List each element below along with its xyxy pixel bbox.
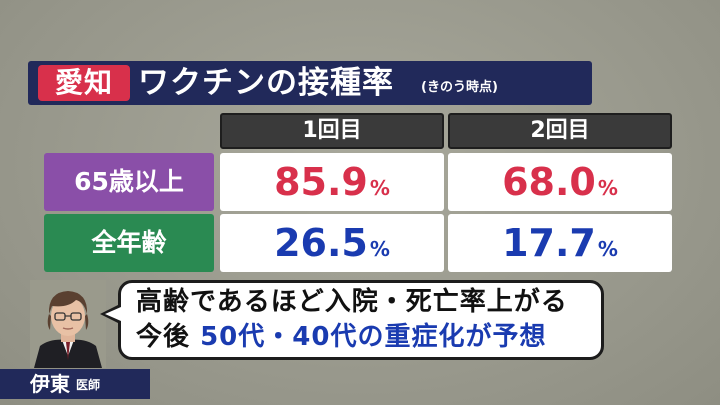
row-header-all-ages: 全年齢 [44, 214, 214, 272]
value: 26.5 [274, 221, 368, 265]
value: 68.0 [502, 160, 596, 204]
row-header-65-plus: 65歳以上 [44, 153, 214, 211]
name-plate [0, 369, 150, 399]
value: 85.9 [274, 160, 368, 204]
unit: % [369, 176, 390, 200]
cell-65-plus-dose2: 68.0% [448, 153, 672, 211]
unit: % [597, 176, 618, 200]
region-badge: 愛知 [38, 65, 130, 101]
speaker-avatar [30, 280, 106, 368]
cell-65-plus-dose1: 85.9% [220, 153, 444, 211]
title-text: ワクチンの接種率 [138, 65, 394, 101]
unit: % [597, 237, 618, 261]
speaker-title: 医師 [76, 378, 101, 392]
speech-bubble-tail-inner [105, 307, 121, 321]
value: 17.7 [502, 221, 596, 265]
column-header-dose2: 2回目 [448, 113, 672, 149]
column-header-dose1: 1回目 [220, 113, 444, 149]
title-note: (きのう時点) [421, 80, 498, 95]
caption-prefix: 今後 [136, 322, 191, 352]
cell-all-ages-dose1: 26.5% [220, 214, 444, 272]
caption-line-1: 高齢であるほど入院・死亡率上がる [136, 287, 568, 317]
caption-highlight: 50代・40代の重症化が予想 [200, 322, 547, 352]
speaker-name: 伊東 [30, 372, 70, 396]
unit: % [369, 237, 390, 261]
cell-all-ages-dose2: 17.7% [448, 214, 672, 272]
caption-line-2: 今後 50代・40代の重症化が予想 [136, 320, 546, 354]
